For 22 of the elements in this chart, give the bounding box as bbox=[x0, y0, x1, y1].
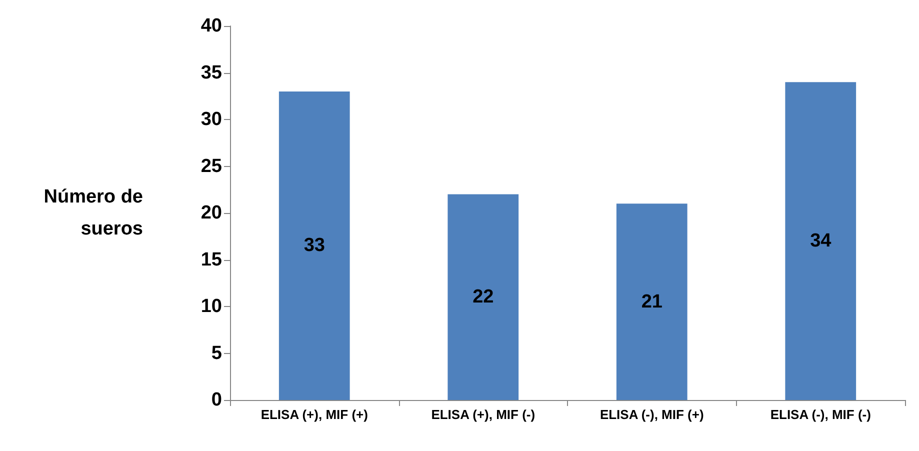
y-tick-label: 30 bbox=[200, 109, 222, 130]
y-tick-label: 10 bbox=[200, 296, 222, 317]
x-tick-label: ELISA (+), MIF (+) bbox=[260, 407, 368, 422]
y-tick-label: 25 bbox=[200, 156, 222, 177]
data-label: 34 bbox=[810, 230, 832, 252]
x-tick-label: ELISA (-), MIF (-) bbox=[770, 407, 871, 422]
y-axis-title: Número de sueros bbox=[44, 186, 143, 240]
x-tick-label: ELISA (-), MIF (+) bbox=[600, 407, 704, 422]
bar bbox=[448, 194, 519, 400]
bar bbox=[278, 91, 350, 400]
bar bbox=[616, 204, 688, 400]
y-tick-label: 20 bbox=[200, 202, 222, 224]
y-tick-label: 5 bbox=[211, 342, 222, 364]
y-tick-label: 15 bbox=[200, 249, 222, 270]
data-label: 33 bbox=[304, 235, 325, 256]
bar bbox=[785, 82, 856, 400]
y-tick-label: 35 bbox=[200, 62, 222, 84]
x-tick-label: ELISA (+), MIF (-) bbox=[431, 407, 536, 422]
y-tick-label: 0 bbox=[211, 390, 222, 410]
data-label: 21 bbox=[641, 291, 663, 312]
y-tick-label: 40 bbox=[200, 16, 222, 36]
data-label: 22 bbox=[472, 286, 494, 308]
